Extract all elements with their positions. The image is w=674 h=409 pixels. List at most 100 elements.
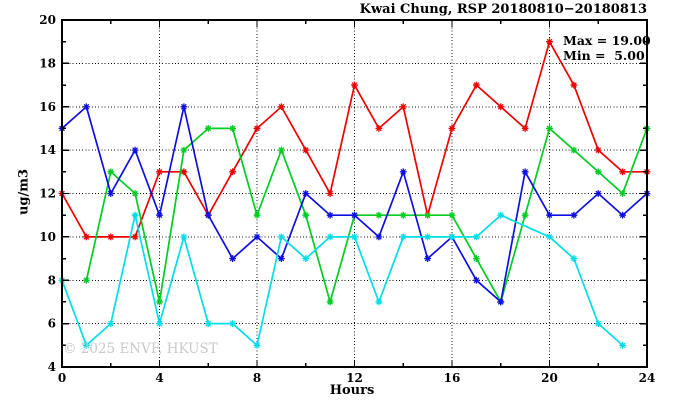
marker-cyan [229,320,237,328]
marker-green [472,255,480,262]
legend-min-value: Min = 5.00 [563,48,645,63]
watermark: © 2025 ENVF, HKUST [63,341,218,357]
marker-green [82,276,90,284]
marker-cyan [497,211,505,219]
marker-green [594,168,602,176]
marker-red [375,125,383,132]
tick-label: 6 [48,317,56,331]
marker-green [131,190,139,197]
marker-green [619,190,627,197]
marker-blue [472,276,480,284]
marker-cyan [594,320,602,328]
marker-cyan [619,341,627,349]
tick-label: 0 [58,371,66,385]
marker-cyan [107,320,115,328]
marker-red [448,125,456,132]
chart-title: Kwai Chung, RSP 20180810−20180813 [359,2,647,17]
marker-green [424,211,432,219]
y-axis-label: ug/m3 [16,168,32,216]
tick-label: 20 [39,13,56,27]
marker-green [180,146,188,154]
marker-cyan [302,255,310,262]
marker-red [82,233,90,241]
marker-cyan [277,233,285,241]
marker-blue [375,233,383,241]
marker-red [277,103,285,111]
marker-cyan [448,233,456,241]
marker-blue [570,211,578,219]
tick-label: 24 [639,371,656,385]
marker-green [302,211,310,219]
marker-blue [204,211,212,219]
marker-red [229,168,237,176]
stats-legend: Max = 19.00 Min = 5.00 [563,33,651,63]
marker-blue [253,233,261,241]
legend-max-value: Max = 19.00 [563,33,651,48]
marker-red [107,233,115,241]
marker-blue [351,211,358,219]
tick-label: 14 [39,143,56,157]
marker-red [521,125,529,132]
marker-red [131,233,139,241]
marker-cyan [351,233,358,241]
marker-green [229,125,237,132]
marker-red [497,103,505,111]
marker-red [594,146,602,154]
marker-green [448,211,456,219]
marker-green [326,298,334,306]
marker-blue [156,211,163,219]
marker-blue [131,146,139,154]
marker-cyan [570,255,578,262]
marker-red [399,103,407,111]
marker-green [570,146,578,154]
marker-cyan [472,233,480,241]
tick-label: 20 [541,371,558,385]
marker-cyan [156,320,163,328]
marker-red [619,168,627,176]
tick-label: 12 [346,371,363,385]
marker-cyan [204,320,212,328]
series-cyan [58,211,627,349]
marker-red [546,38,553,46]
tick-label: 16 [444,371,461,385]
marker-cyan [131,211,139,219]
marker-red [302,146,310,154]
marker-blue [619,211,627,219]
tick-label: 12 [39,187,56,201]
tick-label: 18 [39,56,56,70]
marker-green [253,211,261,219]
marker-cyan [546,233,553,241]
marker-blue [229,255,237,262]
marker-blue [180,103,188,111]
marker-cyan [424,233,432,241]
marker-green [204,125,212,132]
tick-label: 8 [48,273,56,287]
marker-green [375,211,383,219]
marker-blue [107,190,115,197]
marker-red [472,81,480,89]
marker-green [521,211,529,219]
marker-cyan [253,341,261,349]
marker-green [107,168,115,176]
marker-red [180,168,188,176]
grid [63,21,646,366]
tick-label: 8 [253,371,261,385]
tick-label: 4 [48,360,56,374]
tick-label: 16 [39,100,56,114]
marker-green [277,146,285,154]
marker-red [253,125,261,132]
marker-blue [546,211,553,219]
marker-cyan [399,233,407,241]
marker-blue [521,168,529,176]
marker-blue [594,190,602,197]
marker-blue [326,211,334,219]
marker-red [326,190,334,197]
marker-green [546,125,553,132]
marker-blue [302,190,310,197]
marker-blue [82,103,90,111]
plot-border [61,19,648,368]
marker-blue [497,298,505,306]
